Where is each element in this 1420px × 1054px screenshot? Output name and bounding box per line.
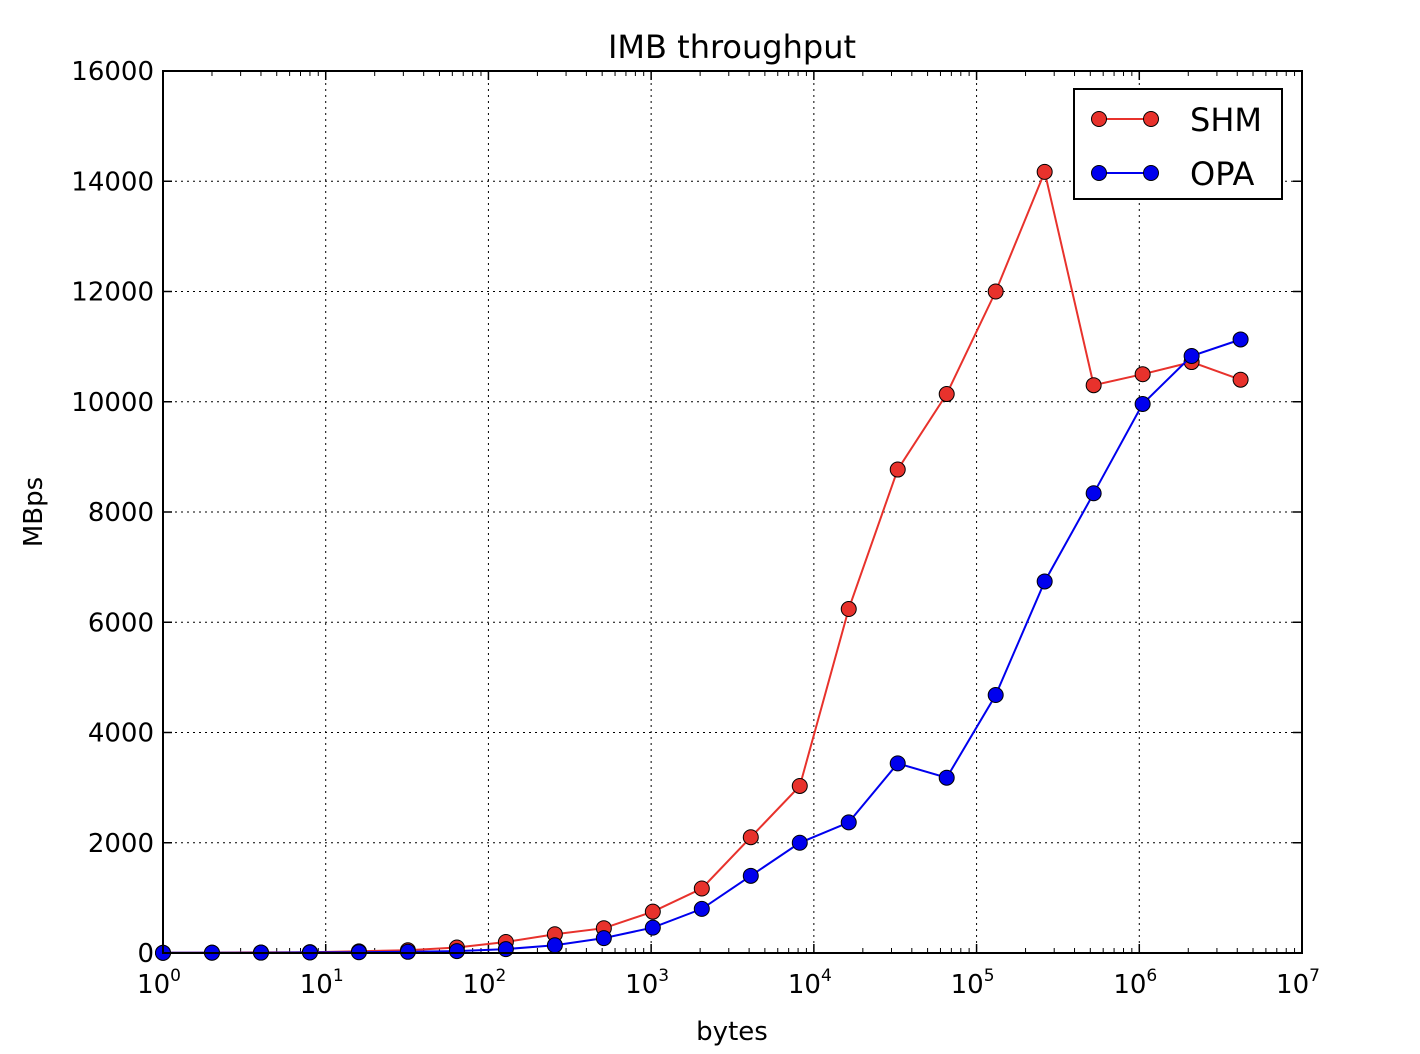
data-point-shm xyxy=(840,601,857,618)
data-point-opa xyxy=(644,919,661,936)
legend-marker-opa xyxy=(1091,165,1107,181)
data-point-shm xyxy=(791,777,808,794)
data-point-shm xyxy=(1036,163,1053,180)
data-point-shm xyxy=(1085,377,1102,394)
x-tick-label: 104 xyxy=(788,966,832,1000)
axis-ticks: 100 101 102 103 104 105 106 107 0 2000 4000 6000 800… xyxy=(71,57,1320,1000)
y-tick-label: 8000 xyxy=(88,498,154,528)
legend-box xyxy=(1073,88,1283,200)
y-axis-label: MBps xyxy=(19,477,49,547)
legend-marker-shm xyxy=(1091,111,1107,127)
data-point-opa xyxy=(448,943,465,960)
data-point-opa xyxy=(546,937,563,954)
x-tick-label: 103 xyxy=(625,966,669,1000)
data-point-opa xyxy=(840,814,857,831)
data-point-shm xyxy=(693,880,710,897)
y-tick-label: 10000 xyxy=(71,388,154,418)
legend-marker-opa xyxy=(1143,165,1159,181)
data-point-shm xyxy=(938,386,955,403)
data-point-opa xyxy=(399,943,416,960)
legend-label-shm: SHM xyxy=(1190,101,1262,139)
x-tick-label: 102 xyxy=(462,966,506,1000)
chart-title: IMB throughput xyxy=(608,28,856,66)
data-point-opa xyxy=(1134,395,1151,412)
data-point-opa xyxy=(595,930,612,947)
x-tick-label: 107 xyxy=(1276,966,1320,1000)
y-tick-label: 0 xyxy=(137,939,154,969)
y-tick-label: 6000 xyxy=(88,608,154,638)
data-point-opa xyxy=(497,941,514,958)
data-point-shm xyxy=(889,461,906,478)
legend: SHM OPA xyxy=(1073,88,1283,200)
data-point-opa xyxy=(1036,573,1053,590)
y-tick-label: 2000 xyxy=(88,829,154,859)
data-point-opa xyxy=(1085,485,1102,502)
legend-label-opa: OPA xyxy=(1190,155,1254,193)
data-point-shm xyxy=(644,903,661,920)
x-axis-label: bytes xyxy=(696,1017,768,1047)
y-tick-label: 12000 xyxy=(71,278,154,308)
data-point-opa xyxy=(1232,331,1249,348)
data-point-shm xyxy=(987,283,1004,300)
y-tick-label: 16000 xyxy=(71,57,154,87)
data-point-opa xyxy=(1183,347,1200,364)
x-tick-label: 101 xyxy=(300,966,344,1000)
plot-frame xyxy=(162,70,1303,954)
x-tick-label: 100 xyxy=(137,966,181,1000)
y-tick-label: 14000 xyxy=(71,167,154,197)
data-point-opa xyxy=(791,834,808,851)
data-point-opa xyxy=(987,687,1004,704)
legend-marker-shm xyxy=(1143,111,1159,127)
data-point-opa xyxy=(889,755,906,772)
data-point-opa xyxy=(938,769,955,786)
data-point-shm xyxy=(1134,366,1151,383)
y-tick-label: 4000 xyxy=(88,719,154,749)
data-point-opa xyxy=(693,900,710,917)
x-tick-label: 106 xyxy=(1113,966,1157,1000)
data-point-shm xyxy=(742,829,759,846)
data-point-shm xyxy=(1232,371,1249,388)
x-tick-label: 105 xyxy=(951,966,995,1000)
data-point-opa xyxy=(742,867,759,884)
